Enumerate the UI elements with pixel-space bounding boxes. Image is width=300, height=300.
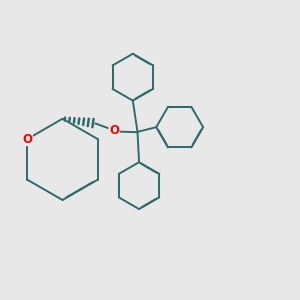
- Text: O: O: [22, 133, 32, 146]
- Text: O: O: [109, 124, 119, 137]
